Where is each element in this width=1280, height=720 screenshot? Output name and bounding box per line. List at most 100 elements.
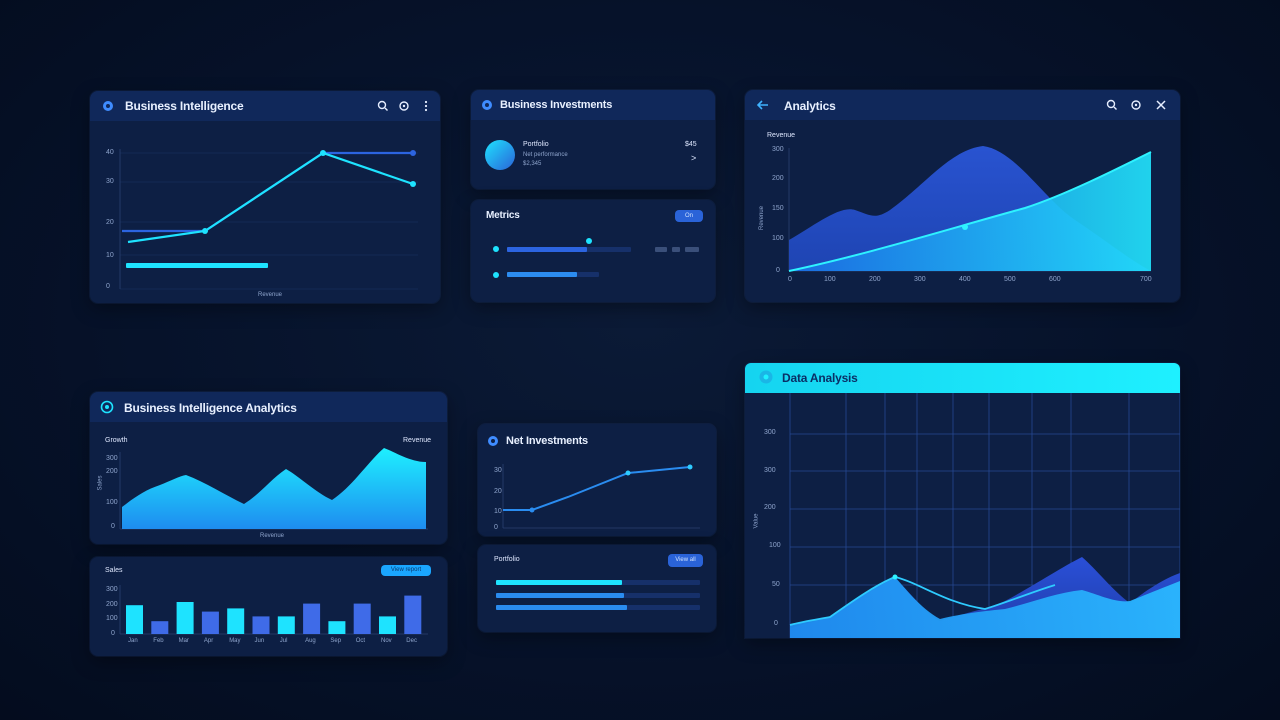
panel-title: Portfolio: [494, 556, 520, 563]
panel-header: [745, 363, 1180, 393]
y-tick: 20: [494, 488, 502, 495]
progress-bar: [126, 263, 268, 268]
y-tick: 0: [776, 267, 780, 274]
y-tick: 30: [494, 467, 502, 474]
portfolio-progress-panel: Portfolio View all: [478, 545, 716, 632]
bar: [277, 616, 295, 634]
y-tick: 200: [106, 601, 118, 608]
y-tick: 40: [106, 149, 114, 156]
data-point: [625, 470, 631, 476]
slider-knob[interactable]: [586, 238, 592, 244]
x-caption: Revenue: [260, 533, 285, 539]
x-tick: 700: [1140, 276, 1152, 283]
data-point: [410, 150, 416, 156]
bar: [252, 616, 270, 634]
fill-bar: [496, 605, 627, 610]
x-tick: 600: [1049, 276, 1061, 283]
x-tick: Feb: [153, 638, 164, 644]
series-line: [122, 151, 413, 233]
bar: [303, 603, 321, 634]
panel-header: [90, 91, 440, 121]
legend-left: Growth: [105, 437, 128, 444]
fill-bar: [496, 593, 624, 598]
net-investments-panel: Net Investments 30 20 10 0: [478, 424, 716, 536]
row-dot: [493, 272, 499, 278]
fill-bar: [507, 247, 587, 252]
panel-title: Business Intelligence Analytics: [124, 401, 297, 415]
data-point: [687, 464, 693, 470]
view-report-button[interactable]: View report: [381, 565, 431, 576]
bar: [126, 605, 143, 634]
y-tick: 50: [772, 581, 780, 588]
x-tick: Oct: [355, 638, 366, 644]
data-analysis-panel: Data Analysis Value 300 300 200 100 50 0: [745, 363, 1180, 638]
y-tick: 300: [764, 467, 776, 474]
bar: [353, 603, 371, 634]
line-chart: [119, 149, 418, 290]
x-tick: May: [229, 638, 241, 644]
x-tick: Apr: [203, 638, 214, 644]
y-tick: 0: [111, 523, 115, 530]
x-tick: Sep: [330, 638, 342, 644]
y-tick: 200: [772, 175, 784, 182]
series-line: [503, 466, 691, 511]
y-tick: 20: [106, 219, 114, 226]
y-tick: 200: [764, 504, 776, 511]
y-tick: 300: [764, 429, 776, 436]
y-tick: 300: [772, 146, 784, 153]
y-tick: 100: [106, 615, 118, 622]
line-chart: [502, 464, 700, 529]
data-point: [962, 224, 968, 230]
y-tick: 300: [106, 455, 118, 462]
row-dot: [493, 246, 499, 252]
business-intelligence-panel: Business Intelligence 40 30 20 10 0 Reve…: [90, 91, 440, 303]
bar: [328, 621, 346, 634]
panel-title: Analytics: [784, 99, 836, 113]
item-line: Net performance: [523, 152, 568, 158]
y-tick: 0: [494, 524, 498, 531]
fill-bar: [507, 272, 577, 277]
mini-bar: [685, 247, 699, 252]
y-tick: 150: [772, 205, 784, 212]
panel-title: Data Analysis: [782, 371, 858, 385]
panel-title: Metrics: [486, 210, 520, 221]
x-tick: Mar: [178, 638, 189, 644]
item-line: $2,345: [523, 161, 542, 167]
y-tick: 0: [106, 283, 110, 290]
avatar: [485, 140, 515, 170]
item-value: $45: [685, 141, 697, 148]
x-tick: 200: [869, 276, 881, 283]
metrics-toggle[interactable]: On: [675, 210, 703, 222]
y-tick: 0: [774, 620, 778, 627]
data-point: [410, 181, 416, 187]
x-tick: Nov: [381, 638, 392, 644]
series-line: [127, 151, 414, 244]
x-tick: Jul: [279, 638, 288, 644]
fill-bar: [496, 580, 622, 585]
panel-header: [90, 392, 447, 422]
item-title: Portfolio: [523, 141, 549, 148]
y-tick: 200: [106, 468, 118, 475]
chevron-right-icon[interactable]: >: [691, 153, 697, 163]
panel-title: Sales: [105, 567, 123, 574]
panel-title: Business Investments: [500, 99, 613, 111]
series-area: [790, 577, 1180, 638]
bar: [404, 595, 422, 634]
data-point: [529, 507, 535, 513]
x-tick: 100: [824, 276, 836, 283]
data-point: [892, 574, 898, 580]
panel-header: [471, 90, 715, 120]
bar: [176, 602, 194, 634]
view-all-button[interactable]: View all: [668, 554, 703, 567]
area-chart: [119, 448, 428, 530]
x-tick: 400: [959, 276, 971, 283]
bi-analytics-panel: Business Intelligence Analytics Growth R…: [90, 392, 447, 544]
x-tick: Aug: [305, 638, 316, 644]
metrics-panel: Metrics On: [471, 200, 715, 302]
x-tick: Jun: [254, 638, 265, 644]
sales-bar-panel: Sales View report 300 200 100 0 Jan Feb Ma…: [90, 557, 447, 656]
data-point: [320, 150, 326, 156]
data-point: [202, 228, 208, 234]
x-tick: 0: [788, 276, 792, 283]
bar: [227, 608, 245, 634]
